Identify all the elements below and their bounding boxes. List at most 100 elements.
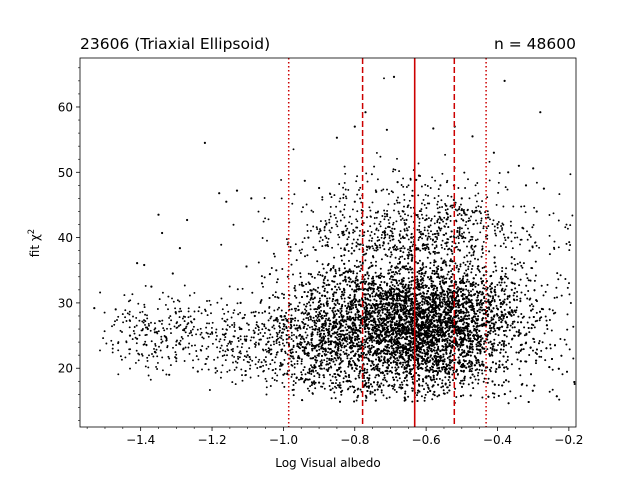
data-point [432, 324, 435, 327]
data-point [447, 270, 450, 273]
data-point [366, 390, 369, 392]
data-point [489, 347, 492, 349]
data-point [317, 315, 320, 318]
data-point [439, 283, 441, 285]
data-point [396, 299, 399, 302]
data-point [407, 277, 410, 280]
data-point [418, 270, 421, 272]
data-point [424, 270, 427, 273]
data-point [513, 292, 516, 294]
data-point [549, 347, 552, 350]
data-point [360, 264, 363, 267]
data-point [513, 282, 516, 285]
data-point [507, 402, 510, 405]
data-point [441, 326, 444, 329]
data-point [424, 311, 427, 314]
data-point [348, 297, 351, 299]
data-point [424, 393, 427, 396]
data-point [355, 306, 357, 309]
data-point [421, 285, 424, 288]
data-point [354, 377, 357, 380]
data-point [407, 343, 410, 346]
data-point [422, 380, 425, 383]
data-point [519, 278, 522, 281]
data-point [573, 381, 576, 383]
data-point [498, 360, 501, 363]
data-point [354, 316, 357, 319]
data-point [355, 399, 358, 402]
data-point [489, 324, 492, 327]
data-point [433, 390, 436, 393]
data-point [422, 297, 425, 300]
data-point [551, 358, 553, 360]
data-point [441, 339, 444, 342]
data-point [425, 334, 428, 336]
data-point [339, 370, 342, 373]
data-point [481, 360, 484, 363]
data-point [445, 338, 448, 341]
data-point [395, 279, 398, 282]
data-point [471, 351, 474, 354]
data-point [432, 374, 435, 377]
data-point [498, 299, 501, 301]
data-point [334, 285, 337, 288]
data-point [510, 309, 513, 312]
data-point [282, 318, 285, 321]
data-point [394, 256, 397, 259]
data-point [409, 342, 412, 345]
data-point [453, 352, 456, 355]
data-point [350, 252, 353, 255]
data-point [301, 399, 304, 402]
data-point [519, 360, 522, 363]
data-point [390, 307, 393, 310]
data-point [508, 301, 511, 304]
data-point [451, 346, 454, 349]
data-point [467, 383, 470, 386]
data-point [454, 326, 457, 329]
data-point [469, 394, 472, 397]
data-point [306, 334, 309, 337]
data-point [448, 389, 451, 392]
data-point [410, 280, 413, 283]
data-point [327, 337, 330, 340]
data-point [301, 296, 303, 298]
data-point [428, 323, 431, 326]
data-point [383, 374, 386, 377]
data-point [341, 333, 344, 336]
data-point [444, 261, 447, 263]
data-point [388, 396, 391, 399]
data-point [393, 383, 396, 386]
data-point [511, 282, 514, 285]
data-point [342, 279, 345, 282]
data-point [495, 368, 498, 370]
data-point [332, 295, 335, 298]
data-point [548, 366, 551, 369]
data-point [420, 346, 423, 349]
data-point [449, 344, 451, 347]
data-point [357, 285, 360, 288]
data-point [429, 293, 432, 296]
data-point [353, 400, 356, 403]
data-point [477, 294, 480, 297]
data-point [395, 320, 398, 323]
data-point [325, 271, 328, 274]
data-point [339, 311, 342, 314]
data-point [345, 310, 348, 313]
data-point [448, 305, 451, 308]
data-point [471, 248, 474, 251]
data-point [319, 303, 322, 306]
data-point [530, 373, 532, 376]
data-point [471, 343, 473, 346]
data-point [390, 290, 392, 293]
data-point [339, 400, 341, 403]
data-point [335, 288, 338, 291]
data-point [303, 340, 306, 343]
data-point [388, 346, 391, 349]
data-point [519, 395, 522, 398]
data-point [318, 271, 321, 274]
data-point [506, 323, 509, 326]
data-point [464, 314, 467, 317]
data-point [391, 371, 393, 374]
data-points-layer [93, 75, 576, 405]
data-point [354, 337, 357, 340]
